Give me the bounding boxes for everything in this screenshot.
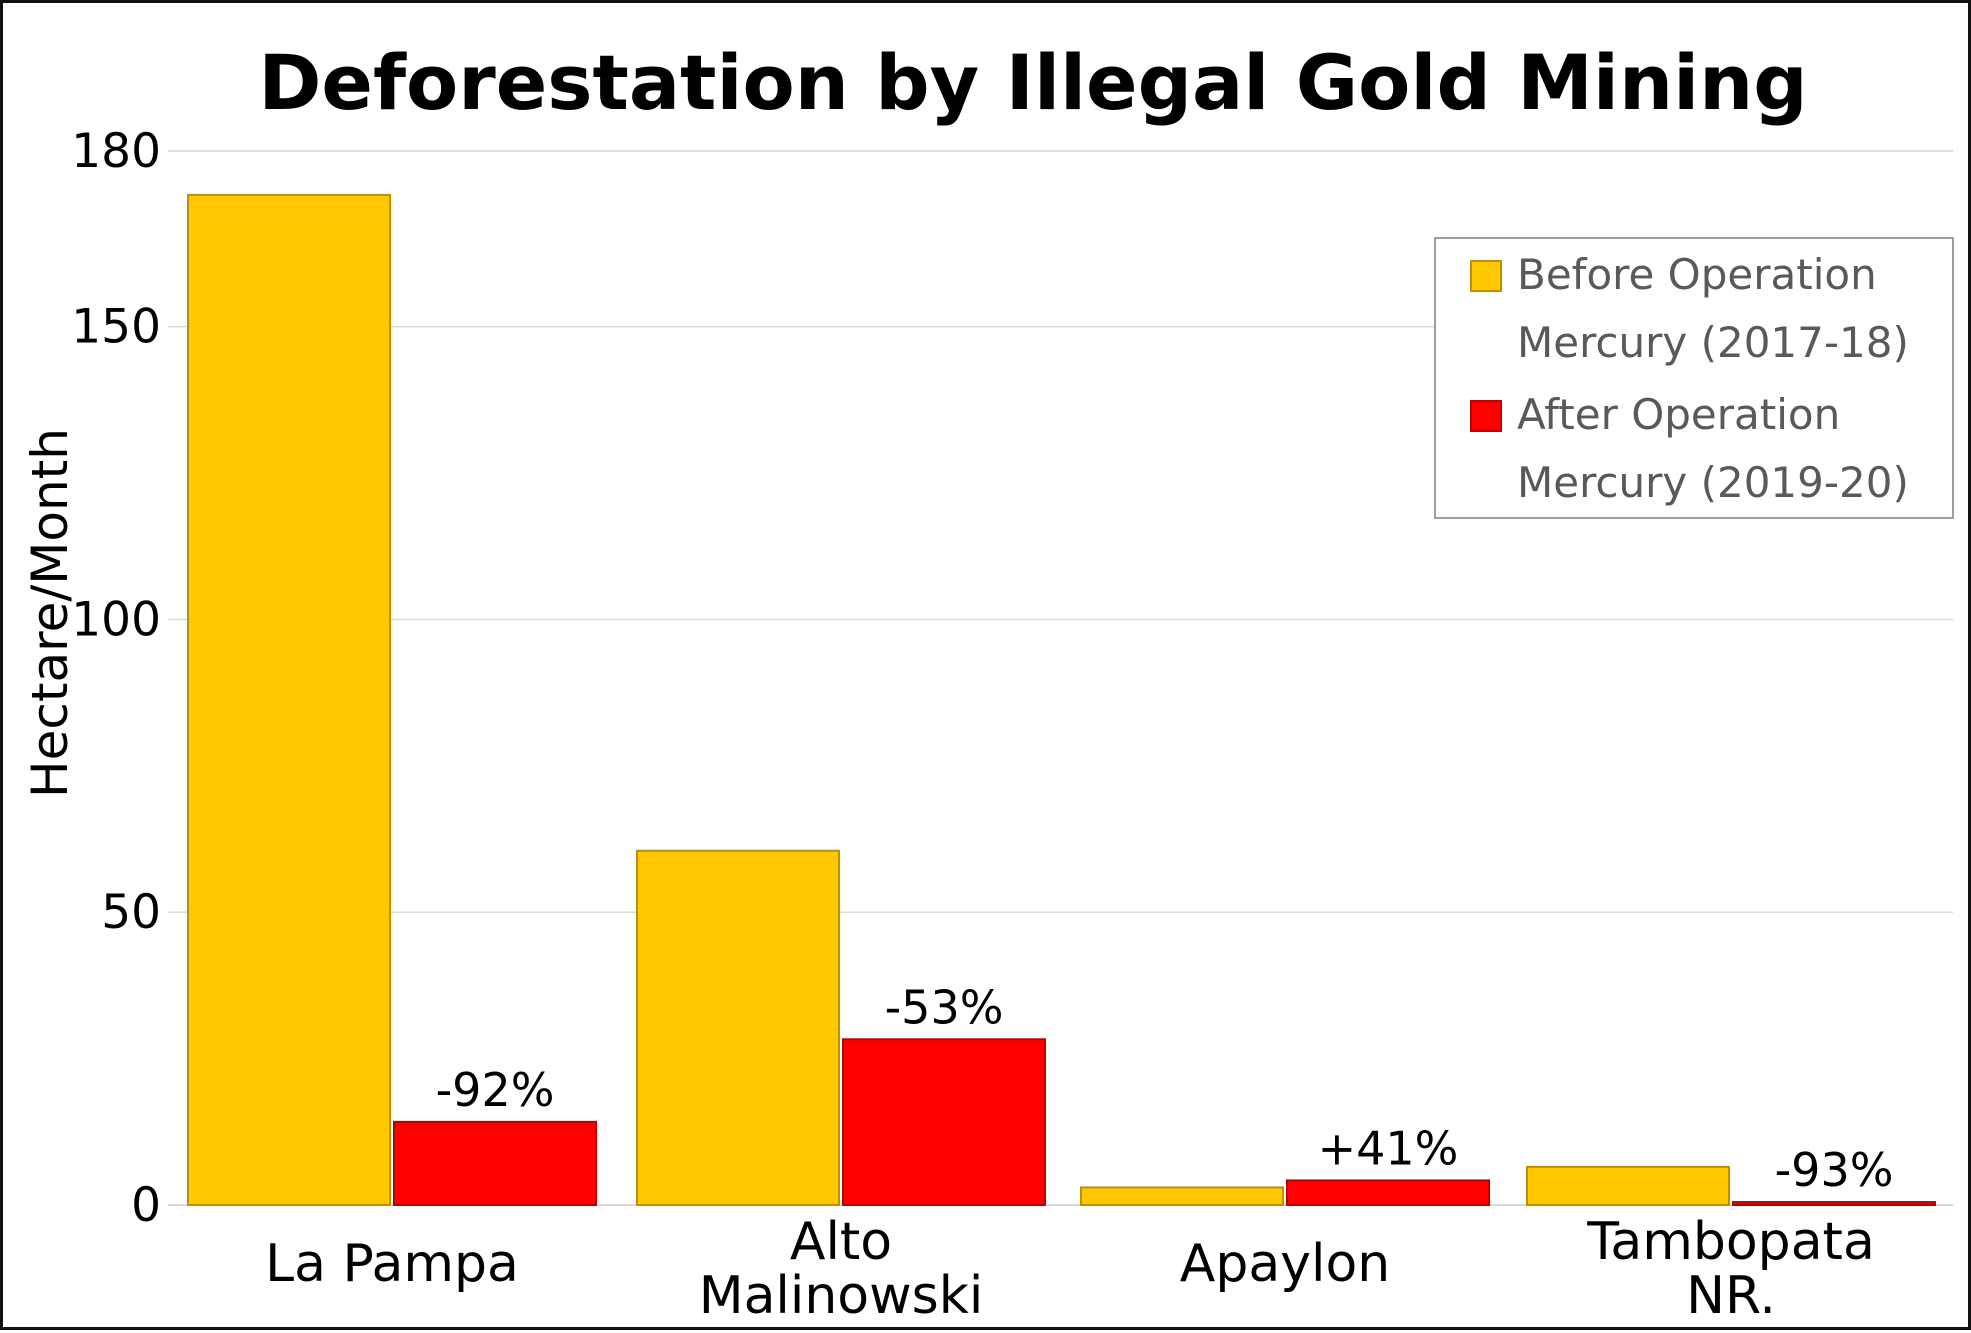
legend-label: Mercury (2019-20) bbox=[1517, 458, 1909, 507]
bars bbox=[187, 193, 1936, 1207]
bar bbox=[393, 1120, 597, 1206]
legend-swatch bbox=[1470, 260, 1502, 292]
y-tick-label: 180 bbox=[71, 124, 161, 179]
data-label: -93% bbox=[1775, 1143, 1894, 1197]
x-category-label: NR. bbox=[1686, 1266, 1776, 1326]
y-axis-label: Hectare/Month bbox=[21, 428, 79, 798]
bar bbox=[1286, 1179, 1490, 1206]
bar-chart: Deforestation by Illegal Gold Mining 0 50… bbox=[21, 38, 1954, 1326]
legend-label: Mercury (2017-18) bbox=[1517, 318, 1909, 367]
data-label: -53% bbox=[885, 980, 1004, 1034]
bar bbox=[1080, 1186, 1284, 1207]
y-tick-label: 100 bbox=[71, 592, 161, 647]
legend-label: Before Operation bbox=[1517, 250, 1877, 299]
chart-title: Deforestation by Illegal Gold Mining bbox=[258, 38, 1807, 127]
legend-swatch bbox=[1470, 400, 1502, 432]
x-category-label: Tambopata bbox=[1586, 1212, 1875, 1272]
bar bbox=[187, 193, 391, 1206]
x-category-label: La Pampa bbox=[265, 1234, 519, 1294]
y-tick-label: 50 bbox=[101, 885, 161, 940]
y-tick-label: 0 bbox=[131, 1178, 161, 1233]
bar bbox=[1526, 1165, 1730, 1206]
data-label: -92% bbox=[436, 1063, 555, 1117]
legend-box bbox=[1434, 237, 1954, 519]
y-axis-ticks: 0 50 100 150 180 bbox=[71, 124, 161, 1233]
x-category-label: Malinowski bbox=[699, 1266, 984, 1326]
x-category-label: Apaylon bbox=[1180, 1234, 1390, 1294]
data-labels: -92% -53% +41% -93% bbox=[436, 980, 1894, 1197]
legend: Before Operation Mercury (2017-18) After O… bbox=[1434, 237, 1954, 519]
legend-label: After Operation bbox=[1517, 390, 1840, 439]
x-category-label: Alto bbox=[790, 1212, 892, 1272]
bar bbox=[636, 849, 840, 1206]
y-tick-label: 150 bbox=[71, 300, 161, 355]
bar bbox=[842, 1038, 1046, 1206]
bar bbox=[1732, 1201, 1936, 1207]
data-label: +41% bbox=[1318, 1121, 1459, 1175]
